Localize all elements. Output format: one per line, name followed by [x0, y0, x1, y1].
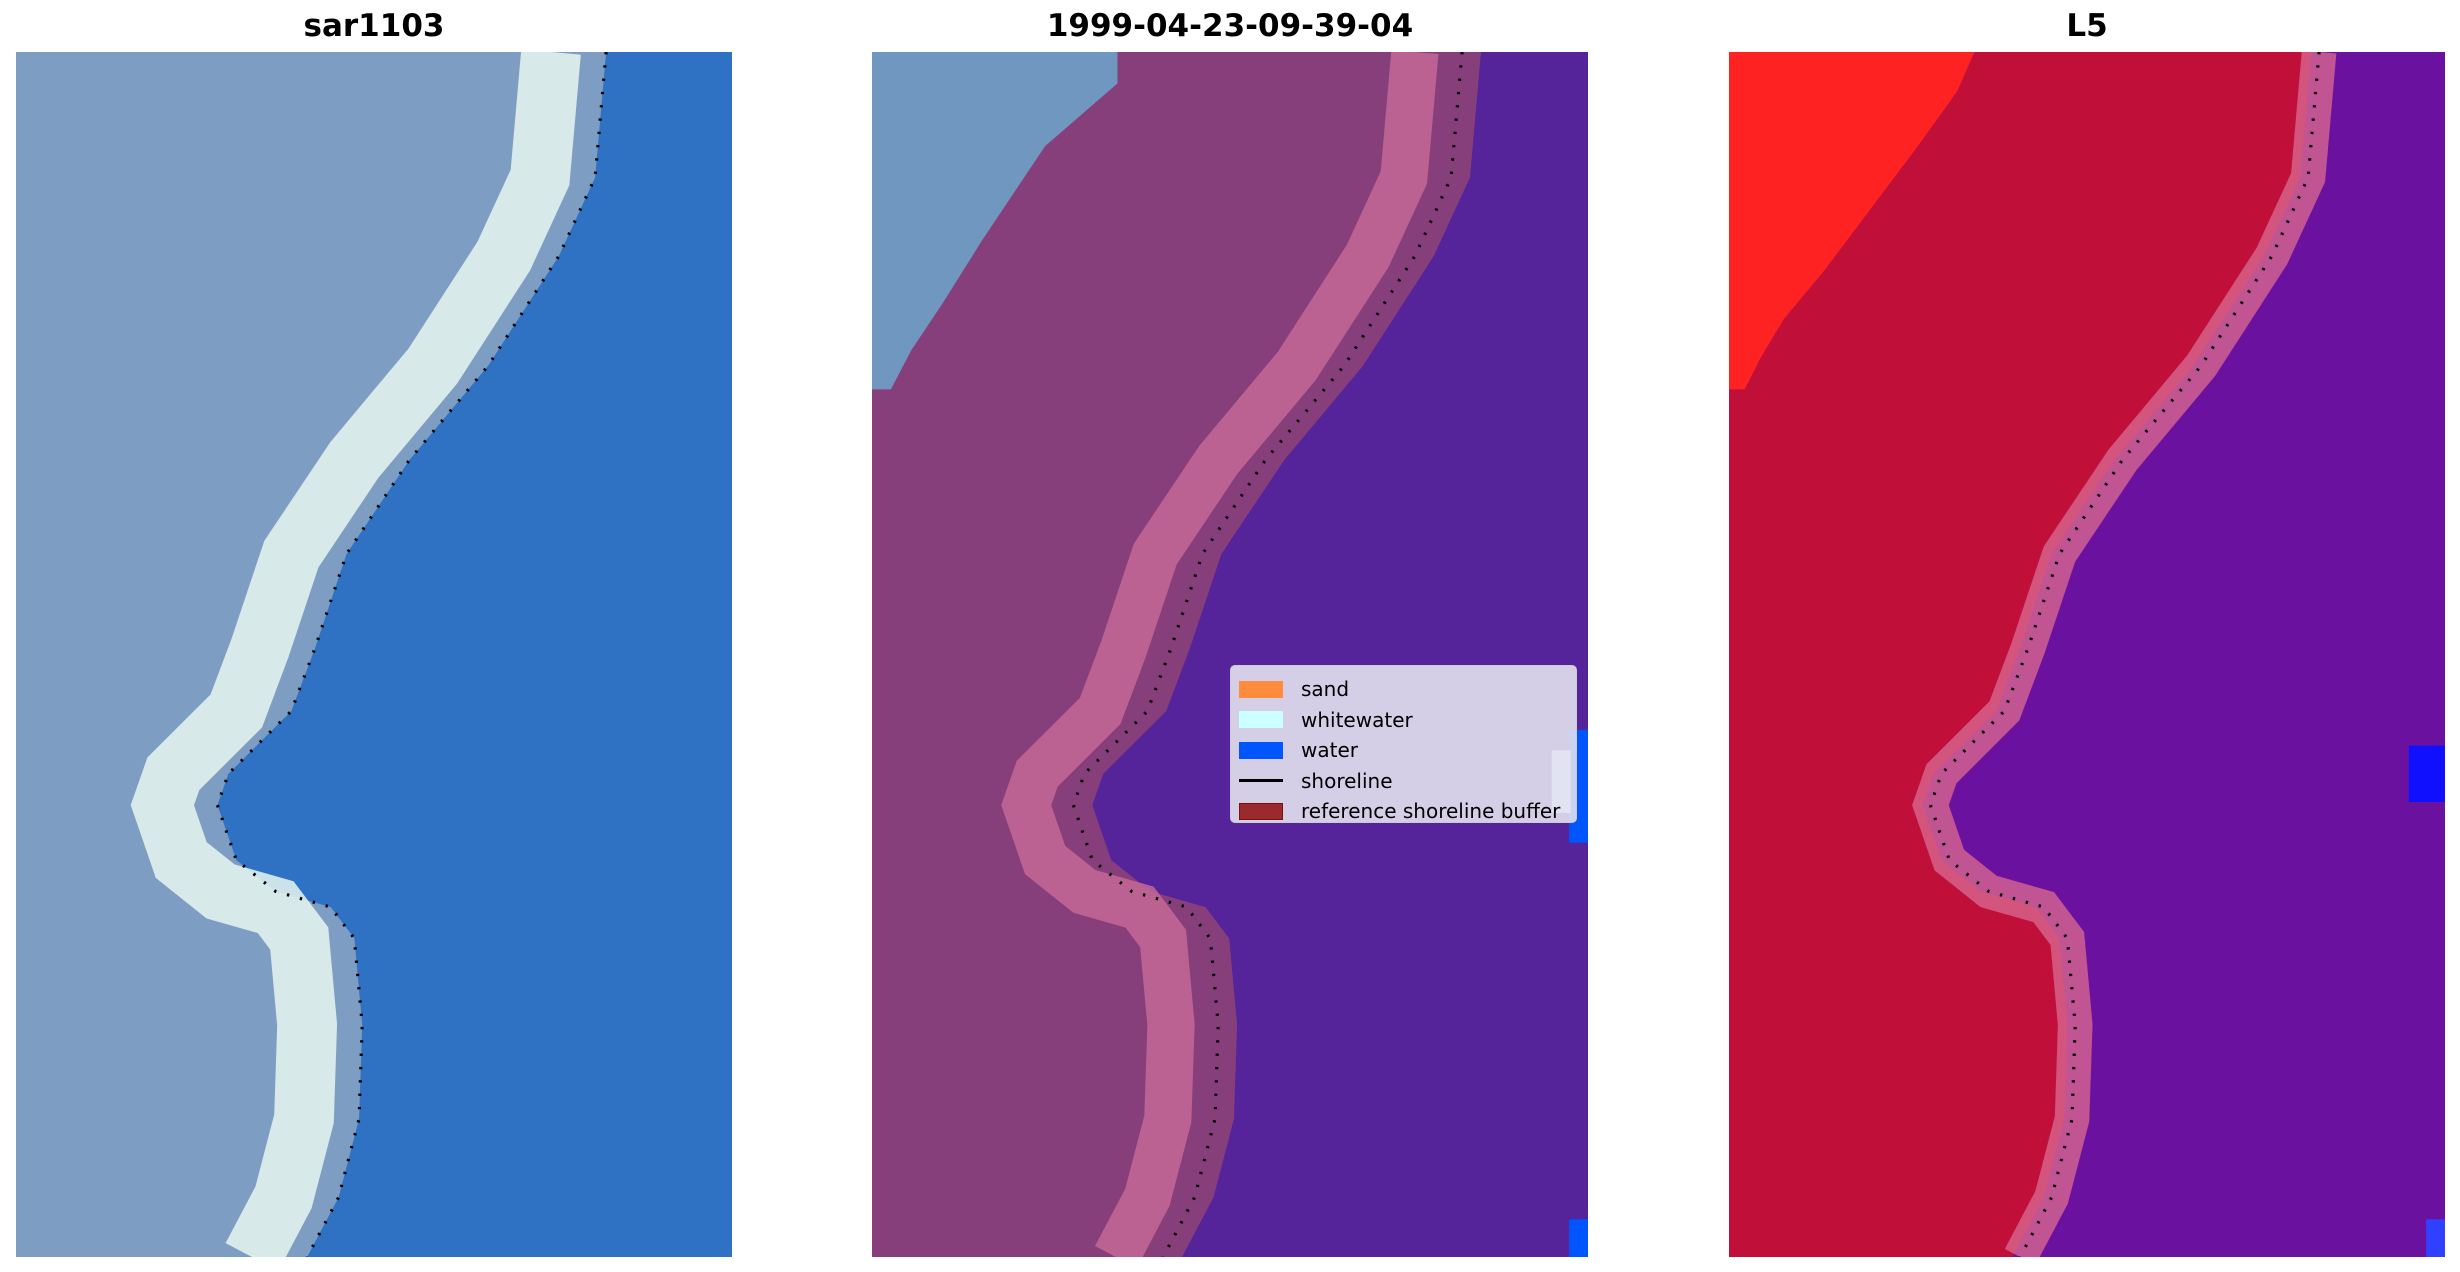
- legend-label: water: [1301, 738, 1358, 763]
- shoreline-dots: [1071, 52, 1464, 1257]
- water-pixels: [1569, 1219, 1588, 1257]
- land-area: [1729, 52, 2312, 1257]
- legend-label: sand: [1301, 677, 1350, 702]
- unclassified-area: [872, 52, 1118, 390]
- whitewater-swatch: [1239, 711, 1283, 729]
- panel-title-date: 1999-04-23-09-39-04: [1046, 8, 1414, 44]
- legend-label: reference shoreline buffer: [1301, 799, 1561, 824]
- legend-item-sand: sand: [1237, 674, 1576, 705]
- index-image-panel: [1729, 52, 2445, 1257]
- panel-title-l5: L5: [2066, 8, 2108, 44]
- water-swatch: [1239, 741, 1283, 759]
- rgb-image-panel: [16, 52, 732, 1257]
- legend-item-whitewater: whitewater: [1237, 705, 1576, 736]
- legend-label: shoreline: [1301, 768, 1393, 793]
- panel-title-sar: sar1103: [303, 8, 445, 44]
- beach-band: [130, 52, 581, 1257]
- shoreline-dots: [215, 52, 608, 1257]
- sand-swatch: [1239, 680, 1283, 698]
- legend-label: whitewater: [1301, 707, 1413, 732]
- buffer-swatch: [1239, 802, 1283, 820]
- legend-item-water: water: [1237, 735, 1576, 766]
- high-index-area: [1729, 52, 1975, 390]
- shoreline-line: [1239, 779, 1283, 783]
- beach-band: [1001, 52, 1439, 1257]
- legend-item-shoreline: shoreline: [1237, 766, 1576, 797]
- shoreline-dots: [1928, 52, 2321, 1257]
- water-pixels: [2408, 745, 2445, 802]
- water-pixels: [2426, 1219, 2445, 1257]
- legend: sand whitewater water shoreline referenc…: [1230, 665, 1577, 823]
- legend-item-reference-buffer: reference shoreline buffer: [1237, 796, 1576, 827]
- classified-image-panel: [872, 52, 1588, 1257]
